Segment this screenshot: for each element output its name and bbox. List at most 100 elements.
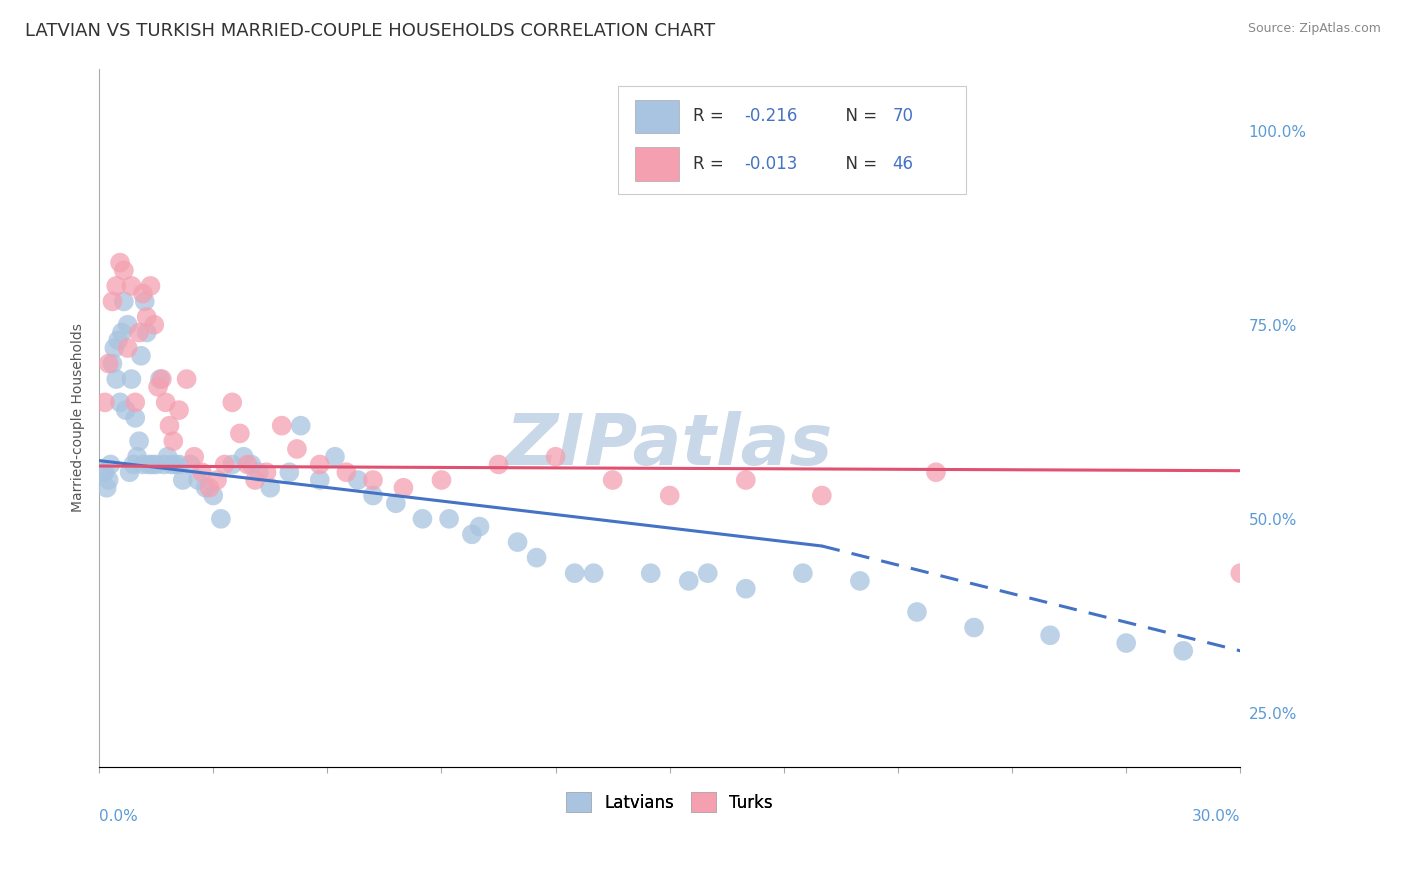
- Text: 30.0%: 30.0%: [1192, 809, 1240, 824]
- Point: [640, 566, 662, 581]
- Point: [107, 333, 129, 347]
- Point: [259, 481, 281, 495]
- Point: [162, 434, 184, 449]
- Text: 46: 46: [893, 155, 914, 173]
- Point: [97, 357, 120, 371]
- Point: [165, 458, 187, 472]
- Point: [194, 481, 217, 495]
- Point: [138, 458, 160, 472]
- Point: [361, 489, 384, 503]
- Point: [963, 620, 986, 634]
- Point: [149, 372, 172, 386]
- Point: [678, 574, 700, 588]
- Text: -0.013: -0.013: [744, 155, 797, 173]
- Point: [101, 357, 124, 371]
- Point: [468, 519, 491, 533]
- Point: [229, 426, 252, 441]
- Point: [925, 465, 948, 479]
- Point: [150, 372, 173, 386]
- Point: [176, 372, 198, 386]
- Point: [132, 286, 155, 301]
- Point: [1039, 628, 1062, 642]
- Point: [335, 465, 357, 479]
- Point: [488, 458, 510, 472]
- Point: [187, 473, 209, 487]
- Point: [506, 535, 529, 549]
- Point: [156, 450, 179, 464]
- Point: [143, 318, 166, 332]
- Point: [290, 418, 312, 433]
- Point: [202, 489, 225, 503]
- Point: [658, 489, 681, 503]
- Point: [122, 458, 145, 472]
- Point: [278, 465, 301, 479]
- Point: [811, 489, 834, 503]
- Point: [232, 450, 254, 464]
- Point: [734, 473, 756, 487]
- Text: R =: R =: [693, 155, 728, 173]
- Point: [96, 481, 118, 495]
- Point: [461, 527, 484, 541]
- Point: [128, 434, 150, 449]
- Text: LATVIAN VS TURKISH MARRIED-COUPLE HOUSEHOLDS CORRELATION CHART: LATVIAN VS TURKISH MARRIED-COUPLE HOUSEH…: [25, 22, 716, 40]
- Point: [134, 294, 156, 309]
- Point: [205, 473, 228, 487]
- Point: [135, 326, 157, 340]
- Point: [146, 380, 169, 394]
- Point: [221, 395, 243, 409]
- Point: [214, 458, 236, 472]
- Point: [108, 255, 131, 269]
- Point: [602, 473, 624, 487]
- Point: [132, 458, 155, 472]
- Point: [849, 574, 872, 588]
- Point: [121, 279, 143, 293]
- Point: [141, 458, 163, 472]
- Point: [1115, 636, 1137, 650]
- Point: [97, 473, 120, 487]
- Point: [117, 341, 139, 355]
- Point: [179, 458, 201, 472]
- Point: [108, 395, 131, 409]
- Point: [152, 458, 174, 472]
- Point: [221, 458, 243, 472]
- Point: [308, 458, 330, 472]
- Point: [167, 403, 190, 417]
- Point: [285, 442, 308, 456]
- Point: [256, 465, 278, 479]
- Point: [112, 263, 135, 277]
- Point: [734, 582, 756, 596]
- Point: [696, 566, 718, 581]
- Text: -0.216: -0.216: [744, 107, 797, 125]
- Text: R =: R =: [693, 107, 728, 125]
- Point: [105, 279, 128, 293]
- Point: [117, 318, 139, 332]
- Text: Source: ZipAtlas.com: Source: ZipAtlas.com: [1247, 22, 1381, 36]
- Point: [905, 605, 928, 619]
- Point: [118, 465, 141, 479]
- Point: [792, 566, 814, 581]
- Point: [236, 458, 259, 472]
- Point: [411, 512, 433, 526]
- Point: [159, 418, 181, 433]
- Point: [240, 458, 263, 472]
- Text: N =: N =: [835, 155, 883, 173]
- Point: [91, 465, 114, 479]
- Point: [392, 481, 415, 495]
- Point: [128, 326, 150, 340]
- Point: [270, 418, 292, 433]
- Point: [564, 566, 586, 581]
- Point: [94, 465, 117, 479]
- Point: [437, 512, 460, 526]
- Point: [139, 279, 162, 293]
- Text: ZIPatlas: ZIPatlas: [506, 411, 834, 481]
- Point: [544, 450, 567, 464]
- Point: [94, 395, 117, 409]
- Y-axis label: Married-couple Households: Married-couple Households: [72, 324, 86, 512]
- Point: [198, 481, 221, 495]
- Point: [135, 310, 157, 324]
- Point: [155, 395, 177, 409]
- Text: 70: 70: [893, 107, 914, 125]
- Point: [127, 450, 149, 464]
- Point: [112, 294, 135, 309]
- FancyBboxPatch shape: [636, 147, 679, 181]
